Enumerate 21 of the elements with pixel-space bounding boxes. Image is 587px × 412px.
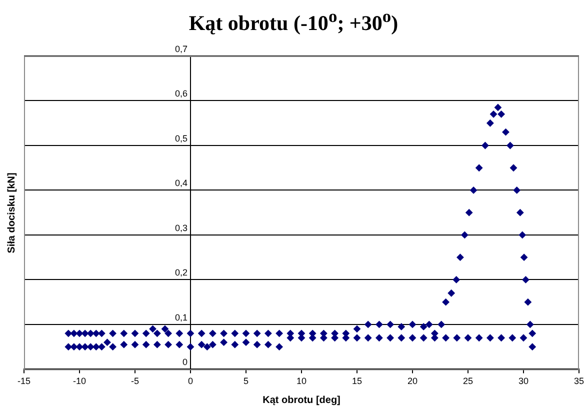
x-tick-label: -5 [130, 376, 140, 386]
y-tick-label: 0,6 [174, 88, 188, 99]
y-tick-label: 0,2 [174, 268, 188, 278]
chart-title: Kąt obrotu (-10$^{o}$; +30$^{o}$) [188, 6, 400, 36]
x-tick-label: 35 [574, 376, 584, 386]
x-tick-label: -15 [17, 376, 31, 386]
x-tick-label: 30 [518, 376, 529, 386]
x-tick-label: 5 [243, 376, 249, 386]
x-tick-label: 15 [352, 376, 362, 386]
y-tick-label: 0,7 [174, 44, 188, 54]
x-tick-label: 10 [296, 376, 307, 386]
x-axis-title: Kąt obrotu [deg] [262, 394, 340, 406]
y-tick-label: 0,5 [174, 133, 188, 144]
y-tick-label: 0,4 [174, 178, 188, 188]
y-tick-label: 0 [182, 357, 188, 368]
y-tick-label: 0,1 [174, 312, 188, 322]
x-tick-label: 20 [407, 376, 418, 386]
y-tick-label: 0,3 [174, 222, 188, 233]
y-axis-title: Siła docisku [kN] [6, 172, 18, 254]
x-tick-label: -10 [72, 376, 86, 386]
x-tick-label: 25 [462, 376, 474, 386]
